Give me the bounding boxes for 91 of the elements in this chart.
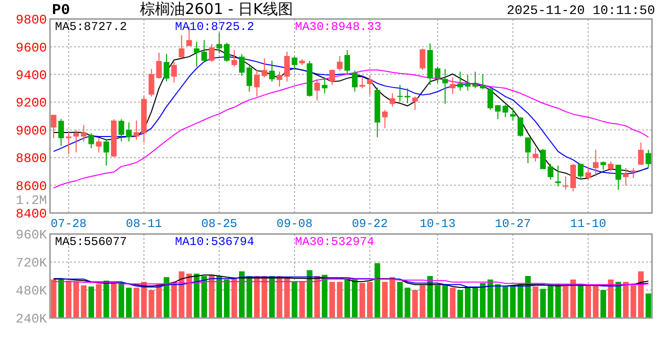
candlestick — [502, 104, 508, 118]
y-tick-label: 9400 — [16, 68, 47, 83]
text: MA30:532974 — [295, 235, 374, 249]
candlestick — [510, 108, 516, 122]
candlestick — [201, 40, 207, 64]
text: MA10:8725.2 — [175, 20, 254, 34]
candlestick — [336, 56, 343, 72]
y-tick-label: 720K — [16, 256, 48, 271]
candlestick — [126, 122, 132, 142]
candlestick — [638, 142, 644, 166]
candlestick — [390, 92, 396, 108]
candlestick — [134, 120, 140, 140]
candlestick — [442, 68, 448, 104]
candlestick — [450, 76, 456, 94]
candlestick — [171, 61, 177, 84]
candlestick — [525, 136, 531, 164]
x-tick-label: 08-25 — [201, 217, 238, 231]
candlestick — [646, 149, 652, 168]
y-tick-label: 8400 — [16, 206, 47, 222]
candlestick — [96, 138, 102, 153]
candlestick — [578, 163, 584, 180]
x-tick-label: 09-08 — [276, 217, 313, 231]
candlestick — [269, 60, 275, 82]
candlestick — [434, 66, 440, 84]
candlestick — [314, 79, 320, 102]
candlestick — [178, 34, 184, 58]
candlestick — [570, 163, 576, 192]
candlestick — [457, 71, 464, 92]
candlestick — [615, 164, 622, 190]
candlestick — [50, 114, 56, 139]
candlestick — [344, 50, 350, 75]
candlestick — [88, 132, 94, 149]
candlestick — [412, 96, 418, 110]
candlestick — [382, 109, 388, 129]
candlestick — [608, 160, 614, 172]
candlestick — [420, 48, 426, 70]
candlestick — [118, 118, 124, 142]
candlestick — [103, 138, 110, 166]
candlestick — [464, 74, 471, 92]
candlestick — [592, 149, 599, 177]
candlestick — [562, 176, 568, 190]
y-tick-label: 9200 — [16, 96, 47, 111]
candlestick — [262, 58, 268, 78]
text: P0 — [52, 2, 70, 19]
candlestick — [367, 74, 373, 96]
candlestick — [164, 54, 170, 82]
candlestick — [487, 86, 494, 110]
candlestick — [322, 76, 328, 94]
x-tick-label: 08-11 — [126, 217, 162, 231]
text: MA10:536794 — [175, 235, 254, 249]
candlestick — [238, 54, 245, 76]
candlestick — [216, 32, 222, 54]
candlestick — [194, 41, 200, 68]
candlestick — [208, 44, 215, 62]
candlestick — [224, 42, 230, 62]
y-tick-label: 9800 — [16, 12, 47, 28]
y-tick-label: 480K — [16, 284, 48, 299]
candlestick — [246, 65, 252, 92]
text: 1.2M — [16, 193, 47, 208]
y-tick-label: 960K — [16, 228, 48, 243]
candlestick — [73, 129, 79, 153]
y-tick-label: 9600 — [16, 40, 47, 56]
candlestick — [58, 118, 64, 146]
y-tick-label: 9000 — [16, 123, 47, 138]
candlestick — [352, 70, 358, 92]
text: MA5:556077 — [55, 235, 128, 249]
y-tick-label: 240K — [16, 312, 48, 327]
candlestick — [329, 68, 335, 86]
x-tick-label: 10-13 — [420, 217, 456, 231]
y-tick-label: 8800 — [16, 151, 47, 166]
x-tick-label: 11-10 — [570, 217, 606, 231]
candlestick — [80, 124, 87, 142]
y-tick-label: 8600 — [16, 178, 47, 194]
candlestick — [254, 69, 260, 98]
candlestick — [495, 104, 501, 120]
chart-title: 棕榈油2601 - 日K线图 — [140, 0, 293, 18]
x-tick-label: 10-27 — [494, 217, 531, 231]
text: MA5:8727.2 — [55, 20, 128, 34]
candlestick — [480, 74, 486, 90]
chart-subtitle: 2025-11-20 10:11:50 — [506, 3, 655, 18]
line-series — [53, 69, 649, 189]
candlestick — [585, 166, 592, 180]
candlestick — [630, 168, 636, 179]
x-tick-label: 09-22 — [352, 217, 388, 231]
x-tick-label: 07-28 — [50, 217, 87, 231]
text: MA30:8948.33 — [295, 20, 382, 34]
candlestick — [532, 148, 538, 162]
candlestick — [555, 164, 561, 187]
candlestick — [518, 116, 524, 138]
candlestick — [292, 56, 298, 70]
candlestick — [231, 50, 238, 68]
